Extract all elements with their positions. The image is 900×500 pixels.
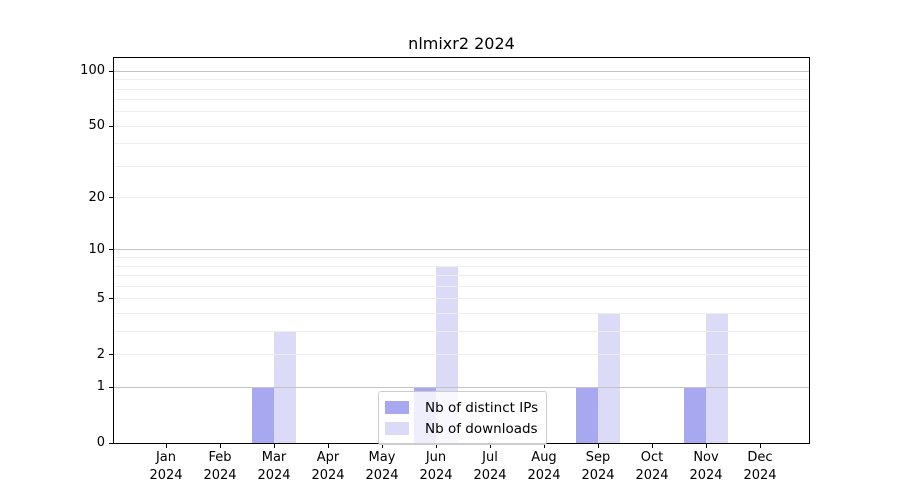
x-tick-dec [760, 444, 761, 448]
y-tick-label-50: 50 [88, 118, 105, 134]
y-tick-label-5: 5 [96, 290, 105, 306]
y-tick-20 [109, 197, 113, 199]
x-tick-nov [706, 444, 707, 448]
gridline-y-9 [114, 257, 809, 258]
y-tick-label-0: 0 [96, 435, 105, 450]
gridline-y-6 [114, 285, 809, 287]
gridline-y-8 [114, 265, 809, 267]
gridline-y-1 [114, 386, 809, 388]
x-tick-label-apr: Apr 2024 [311, 450, 345, 483]
x-tick-jan [166, 444, 167, 448]
bar-downloads-sep [598, 313, 620, 443]
bar-distinct-ips-sep [576, 387, 598, 443]
bar-distinct-ips-mar [252, 387, 274, 443]
x-tick-sep [598, 444, 599, 448]
x-tick-oct [652, 444, 653, 448]
bar-downloads-nov [706, 313, 728, 443]
gridline-y-3 [114, 330, 809, 332]
y-tick-label-100: 100 [80, 63, 105, 79]
gridline-y-20 [114, 197, 809, 199]
gridline-y-40 [114, 143, 809, 145]
gridline-y-4 [114, 312, 809, 314]
plot-area: Nb of distinct IPs Nb of downloads [113, 57, 810, 445]
gridline-y-80 [114, 88, 809, 90]
legend-item-distinct-ips: Nb of distinct IPs [385, 397, 538, 418]
x-tick-mar [274, 444, 275, 448]
legend-label-distinct-ips: Nb of distinct IPs [425, 399, 539, 416]
y-tick-100 [109, 70, 113, 72]
x-tick-feb [220, 444, 221, 448]
legend: Nb of distinct IPs Nb of downloads [378, 391, 548, 445]
x-tick-label-nov: Nov 2024 [689, 450, 723, 483]
x-tick-label-oct: Oct 2024 [635, 450, 669, 483]
gridline-y-90 [114, 79, 809, 81]
gridline-y-30 [114, 165, 809, 167]
y-tick-label-20: 20 [88, 189, 105, 205]
x-tick-label-jun: Jun 2024 [419, 450, 453, 483]
x-tick-label-jan: Jan 2024 [149, 450, 183, 483]
x-tick-aug [544, 444, 545, 448]
gridline-y-2 [114, 354, 809, 355]
gridline-y-50 [114, 125, 809, 127]
y-tick-0 [109, 442, 113, 444]
y-tick-1 [109, 386, 113, 388]
y-tick-10 [109, 249, 113, 251]
gridline-y-70 [114, 99, 809, 101]
x-tick-label-feb: Feb 2024 [203, 450, 237, 483]
gridline-y-7 [114, 275, 809, 276]
gridline-y-60 [114, 111, 809, 113]
gridline-y-10 [114, 249, 809, 251]
x-tick-jul [490, 444, 491, 448]
legend-swatch-downloads [385, 422, 409, 435]
x-tick-label-may: May 2024 [365, 450, 399, 483]
y-tick-label-10: 10 [88, 241, 105, 257]
x-tick-label-sep: Sep 2024 [581, 450, 615, 483]
x-tick-may [382, 444, 383, 448]
x-tick-jun [436, 444, 437, 448]
x-tick-label-jul: Jul 2024 [473, 450, 507, 483]
y-tick-50 [109, 125, 113, 127]
x-tick-apr [328, 444, 329, 448]
legend-item-downloads: Nb of downloads [385, 418, 538, 439]
x-tick-label-aug: Aug 2024 [527, 450, 561, 483]
y-tick-2 [109, 354, 113, 355]
bar-distinct-ips-nov [684, 387, 706, 443]
y-tick-label-1: 1 [96, 379, 105, 395]
x-tick-label-dec: Dec 2024 [743, 450, 777, 483]
gridline-y-100 [114, 70, 809, 72]
chart-title: nlmixr2 2024 [408, 34, 515, 53]
gridline-y-5 [114, 298, 809, 300]
y-tick-label-2: 2 [96, 346, 105, 362]
legend-label-downloads: Nb of downloads [425, 420, 538, 437]
y-tick-5 [109, 298, 113, 300]
x-tick-label-mar: Mar 2024 [257, 450, 291, 483]
legend-swatch-distinct-ips [385, 401, 409, 414]
